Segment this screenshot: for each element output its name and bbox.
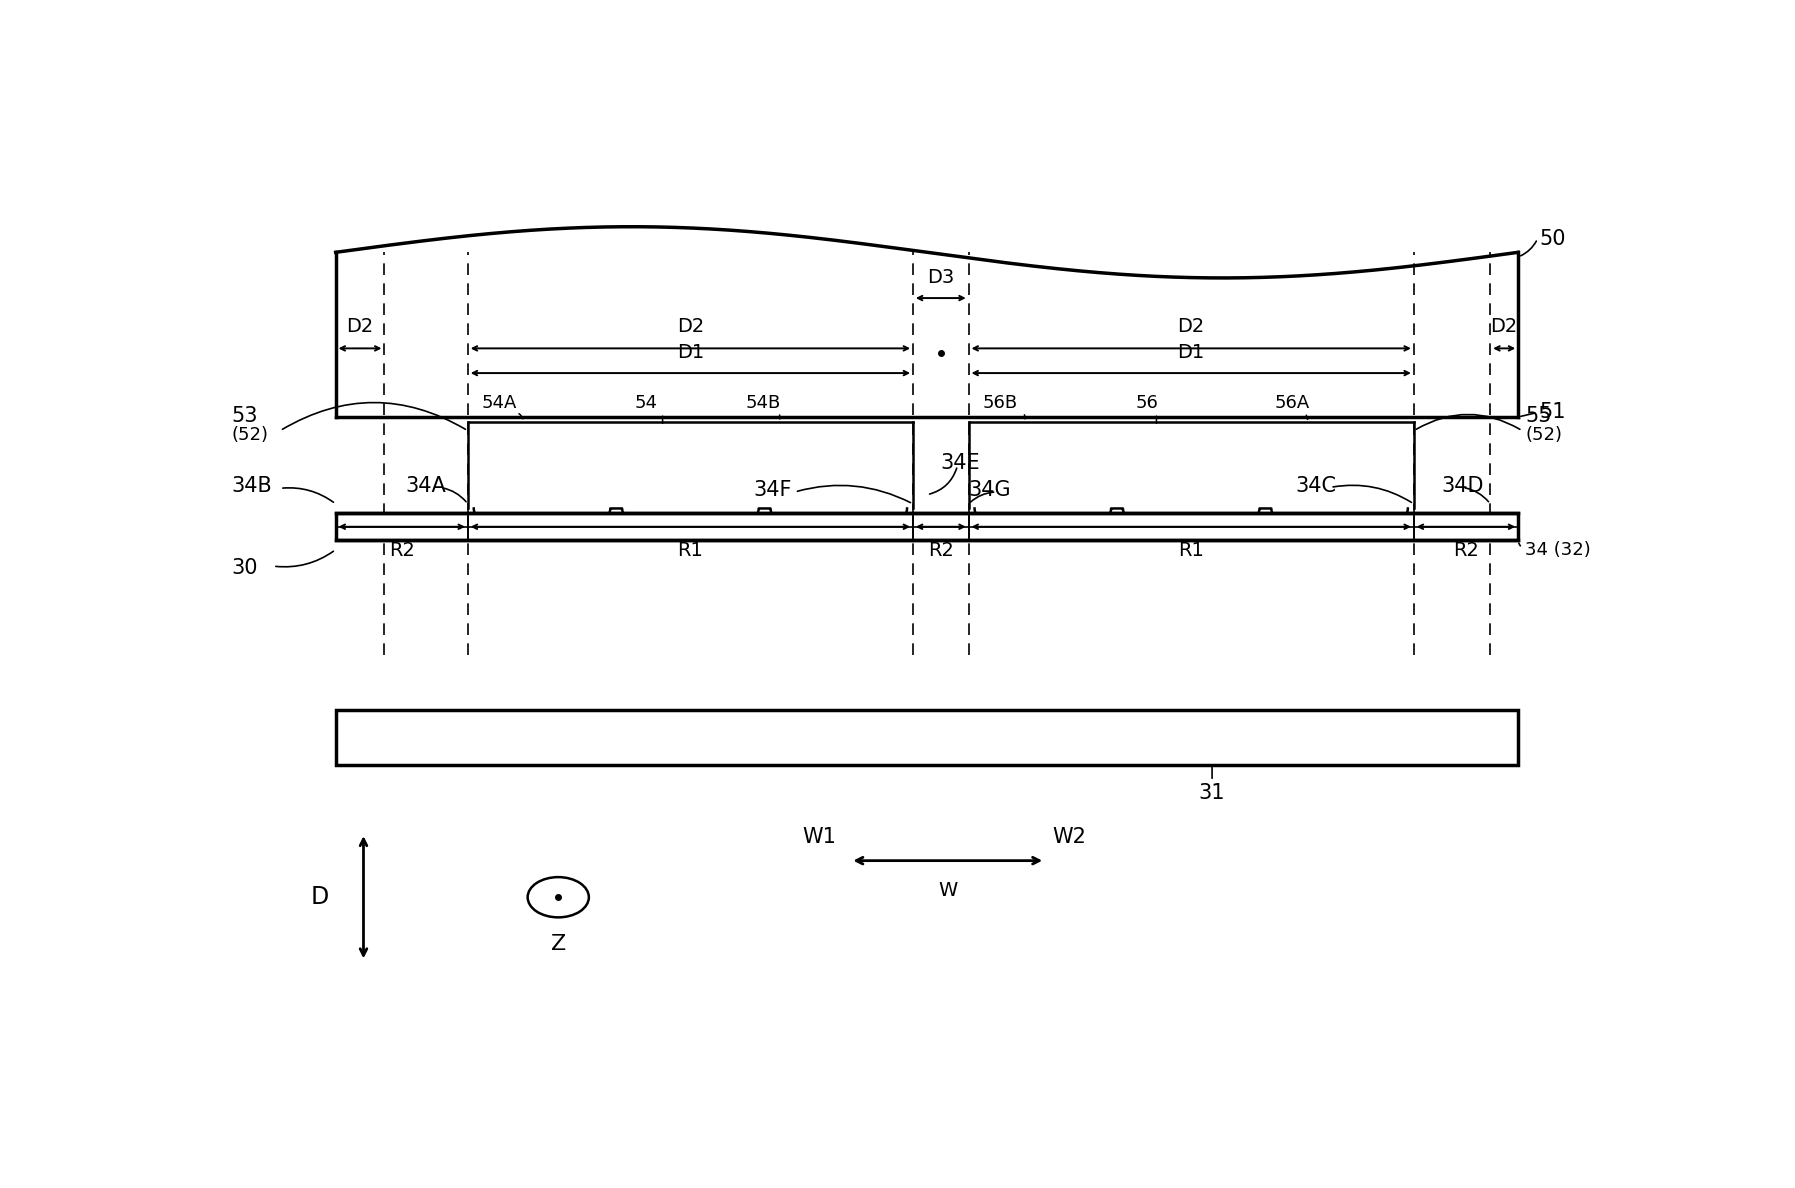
Text: (52): (52) — [1526, 426, 1562, 444]
Text: R2: R2 — [1452, 542, 1479, 561]
Text: 54A: 54A — [481, 394, 517, 412]
Text: 51: 51 — [1538, 403, 1565, 423]
Text: R2: R2 — [928, 542, 953, 561]
Text: D2: D2 — [1178, 317, 1204, 336]
Text: W2: W2 — [1052, 827, 1086, 847]
Bar — [336, 513, 1519, 541]
Text: 34F: 34F — [754, 480, 792, 500]
Text: 34E: 34E — [941, 453, 980, 473]
Text: R1: R1 — [1178, 542, 1204, 561]
Text: 34A: 34A — [406, 475, 445, 495]
Text: D1: D1 — [1178, 343, 1204, 362]
Text: D2: D2 — [1490, 317, 1519, 336]
Text: D2: D2 — [346, 317, 373, 336]
Text: (52): (52) — [232, 426, 267, 444]
Text: W1: W1 — [802, 827, 836, 847]
Text: 34G: 34G — [969, 480, 1011, 500]
Text: D: D — [311, 885, 328, 909]
Text: W: W — [939, 880, 957, 899]
Text: R1: R1 — [677, 542, 704, 561]
Bar — [336, 709, 1519, 765]
Text: 55: 55 — [1526, 406, 1551, 426]
Text: 56B: 56B — [982, 394, 1018, 412]
Text: 31: 31 — [1199, 783, 1226, 803]
Text: Z: Z — [551, 934, 565, 954]
Text: 34 (32): 34 (32) — [1526, 541, 1590, 558]
Text: D1: D1 — [677, 343, 704, 362]
Text: 34D: 34D — [1441, 475, 1484, 495]
Text: 50: 50 — [1538, 228, 1565, 248]
Text: 54B: 54B — [747, 394, 781, 412]
Text: 56: 56 — [1136, 394, 1158, 412]
Text: 54: 54 — [635, 394, 657, 412]
Text: 34C: 34C — [1296, 475, 1337, 495]
Text: D3: D3 — [928, 268, 955, 287]
Text: 30: 30 — [232, 558, 258, 577]
Text: R2: R2 — [390, 542, 415, 561]
Text: 56A: 56A — [1274, 394, 1310, 412]
Text: 34B: 34B — [232, 475, 273, 495]
Text: D2: D2 — [677, 317, 704, 336]
Text: 53: 53 — [232, 406, 258, 426]
